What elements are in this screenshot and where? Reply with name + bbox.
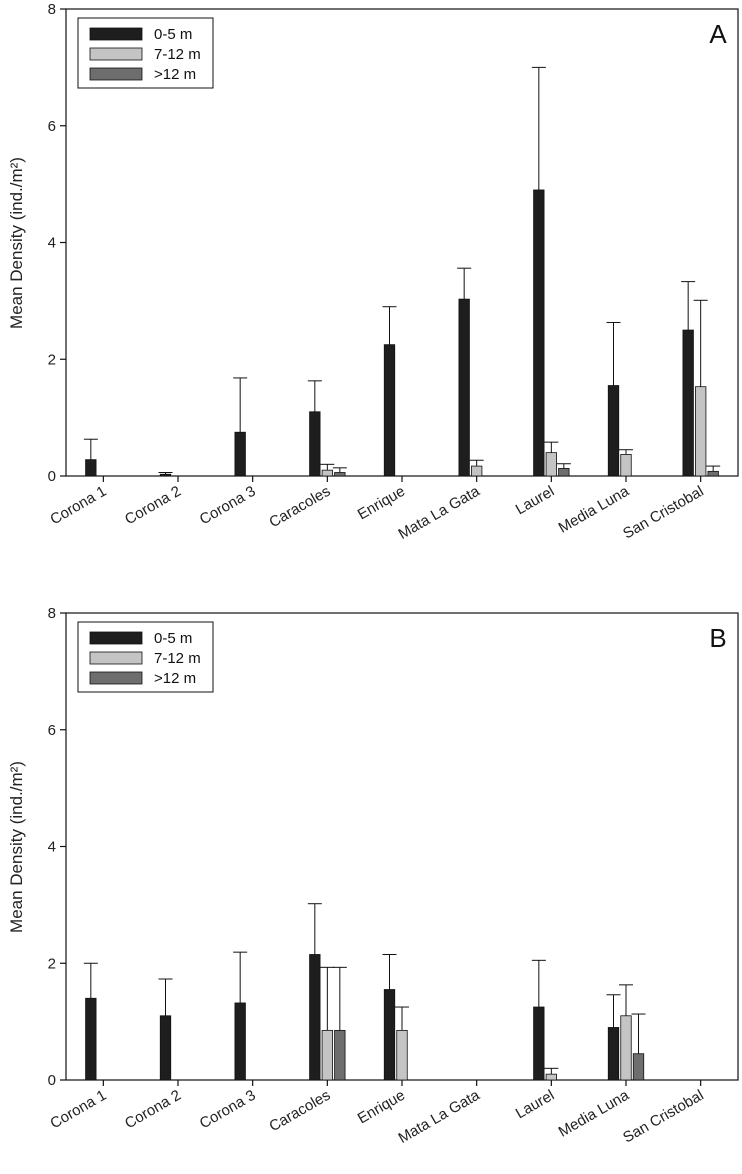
panel-a-ytick-label: 0: [48, 468, 56, 485]
panel-a-legend-swatch: [89, 27, 143, 41]
panel-a-legend-swatch: [89, 67, 143, 81]
panel-a-category-label: San Cristobal: [620, 483, 706, 543]
panel-a-bar: [558, 468, 570, 477]
panel-a-bar: [85, 459, 97, 477]
panel-b-bar: [396, 1029, 408, 1081]
panel-b-legend-swatch: [89, 671, 143, 685]
panel-a-category-label: Corona 3: [197, 483, 259, 529]
panel-b-bar: [632, 1053, 645, 1081]
panel-b-legend-swatch: [89, 631, 143, 645]
panel-b-category-label: Mata La Gata: [395, 1086, 483, 1146]
panel-b-bar: [533, 1006, 545, 1081]
panel-a-category-label: Mata La Gata: [395, 482, 483, 542]
panel-a-bar: [545, 452, 557, 477]
panel-b-bar: [85, 997, 97, 1081]
panel-a-ytick-label: 2: [48, 351, 56, 368]
panel-b-bar: [234, 1002, 246, 1081]
panel-b-legend-swatch: [89, 651, 143, 665]
panel-b-ytick-label: 4: [48, 839, 56, 856]
panel-a-category-label: Corona 2: [122, 483, 184, 529]
panel-a-bar: [309, 411, 321, 477]
panel-a-letter: A: [709, 19, 727, 49]
panel-a-bar: [234, 431, 246, 477]
panel-b-ytick-label: 2: [48, 955, 56, 972]
panel-a-category-label: Caracoles: [266, 483, 333, 531]
panel-a-bar: [159, 473, 172, 477]
panel-a-bar: [533, 189, 545, 477]
panel-b-bar: [383, 989, 396, 1081]
panel-b-bar: [607, 1027, 620, 1081]
panel-a-bar: [383, 344, 396, 477]
panel-a-bar: [682, 329, 694, 477]
panel-b-ytick-label: 0: [48, 1072, 56, 1089]
panel-a-legend-label: >12 m: [154, 66, 196, 83]
panel-a-legend-swatch: [89, 47, 143, 61]
panel-a-category-label: Laurel: [513, 483, 558, 519]
panel-a-bar: [620, 454, 632, 477]
panel-b-bar: [309, 954, 321, 1081]
panel-b-category-label: San Cristobal: [620, 1087, 706, 1147]
panel-b-letter: B: [709, 623, 726, 653]
panel-b-category-label: Corona 3: [197, 1087, 259, 1133]
panel-a-bar: [321, 469, 333, 477]
panel-a-bar: [471, 465, 483, 477]
panel-a-bar: [458, 298, 470, 477]
panel-b-bar: [334, 1029, 346, 1081]
panel-a-bar: [695, 386, 707, 477]
panel-b-bar: [545, 1073, 557, 1081]
panel-b-ytick-label: 8: [48, 605, 56, 622]
panel-b-plot: 0 2 4 6 8 Corona 1 Corona 2 Corona 3 Caracoles En…: [47, 605, 739, 1147]
panel-b-legend-label: 7-12 m: [154, 650, 201, 667]
panel-b-category-label: Enrique: [355, 1087, 408, 1128]
panel-a-legend-label: 7-12 m: [154, 46, 201, 63]
panel-a-ytick-label: 6: [48, 118, 56, 135]
panel-b-bar: [321, 1029, 333, 1081]
panel-a: Mean Density (ind./m²) A 0 2 4 6 8 Corona 1 Co…: [7, 1, 739, 543]
panel-b: Mean Density (ind./m²) B 0 2 4 6 8 Corona 1 Co…: [7, 605, 739, 1147]
panel-b-category-label: Corona 2: [122, 1087, 184, 1133]
panel-b-bar: [159, 1015, 172, 1081]
panel-a-ytick-label: 4: [48, 235, 56, 252]
panel-b-ytick-label: 6: [48, 722, 56, 739]
panel-a-bar: [707, 470, 719, 477]
panel-b-legend-label: 0-5 m: [154, 630, 192, 647]
panel-b-category-label: Laurel: [513, 1087, 558, 1123]
panel-a-ytick-label: 8: [48, 1, 56, 18]
panel-a-bar: [334, 472, 346, 477]
panel-a-legend-label: 0-5 m: [154, 26, 192, 43]
panel-a-plot: 0 2 4 6 8 Corona 1 Corona 2 Corona 3 Caracoles En…: [47, 1, 739, 543]
panel-a-category-label: Enrique: [355, 483, 408, 524]
panel-a-category-label: Corona 1: [47, 483, 109, 529]
panel-a-ylabel: Mean Density (ind./m²): [7, 157, 26, 329]
panel-b-category-label: Corona 1: [47, 1087, 109, 1133]
panel-b-category-label: Caracoles: [266, 1087, 333, 1135]
panel-a-bar: [607, 385, 620, 477]
panel-b-legend-label: >12 m: [154, 670, 196, 687]
panel-b-bar: [620, 1015, 632, 1081]
panel-b-ylabel: Mean Density (ind./m²): [7, 761, 26, 933]
